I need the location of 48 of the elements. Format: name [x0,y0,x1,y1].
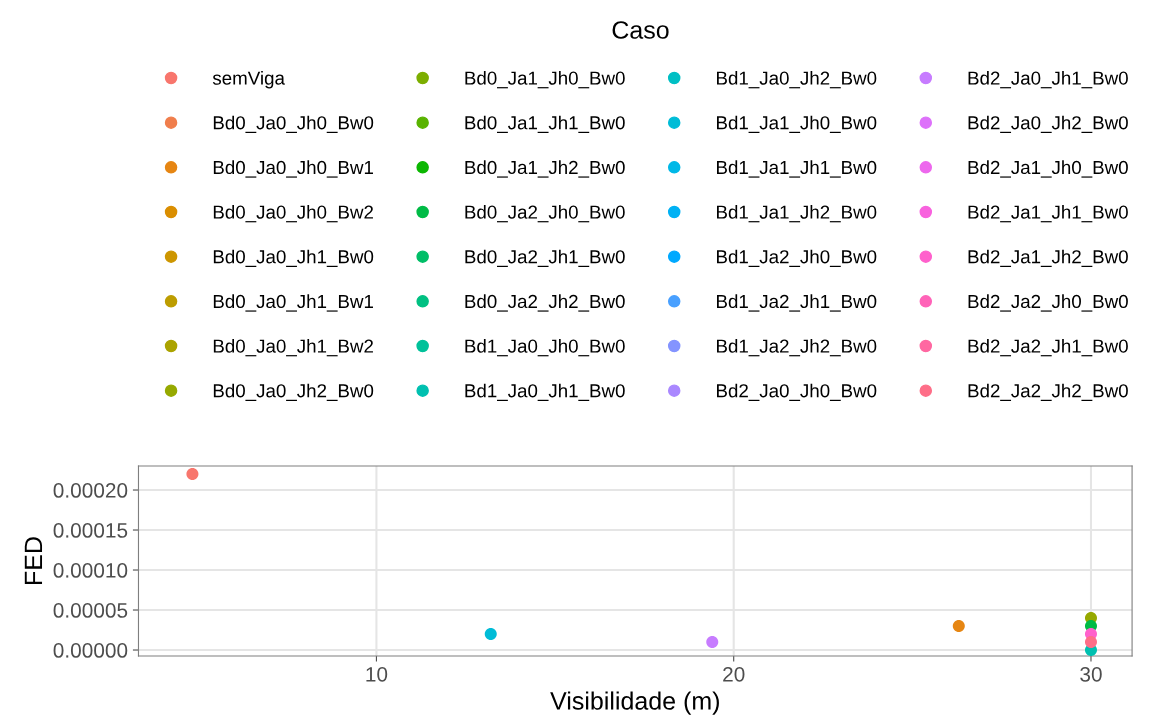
legend-label: Bd0_Ja0_Jh0_Bw0 [213,115,374,133]
legend-label: Bd1_Ja2_Jh0_Bw0 [717,249,877,267]
legend-label: Bd2_Ja1_Jh2_Bw0 [968,249,1128,267]
legend-label: Bd1_Ja2_Jh1_Bw0 [717,294,877,312]
legend-label: Bd2_Ja1_Jh0_Bw0 [968,160,1128,178]
legend-label: Bd1_Ja1_Jh0_Bw0 [717,115,877,133]
legend-label: Bd0_Ja2_Jh0_Bw0 [465,205,625,223]
legend-label: Bd2_Ja2_Jh0_Bw0 [968,294,1128,312]
point [186,468,199,481]
legend-label: Bd0_Ja0_Jh0_Bw2 [213,205,373,223]
legend-label: semViga [212,71,285,89]
point [484,628,497,641]
legend-label: Bd2_Ja1_Jh1_Bw0 [968,205,1128,223]
legend-title: Caso [612,21,669,39]
y-tick-label: 0.00020 [53,483,128,498]
point [952,620,965,633]
legend-label: Bd2_Ja0_Jh0_Bw0 [717,383,877,401]
x-axis-title: Visibilidade (m) [550,691,719,715]
y-tick-label: 0.00005 [53,603,128,618]
y-tick-label: 0.00015 [53,523,128,538]
legend-label: Bd1_Ja0_Jh2_Bw0 [717,71,877,89]
legend-label: Bd1_Ja2_Jh2_Bw0 [717,338,877,357]
legend-label: Bd1_Ja1_Jh1_Bw0 [717,160,877,178]
legend-label: Bd0_Ja0_Jh2_Bw0 [213,383,374,401]
legend-label: Bd0_Ja2_Jh2_Bw0 [465,294,625,312]
legend-label: Bd0_Ja1_Jh0_Bw0 [465,71,625,89]
legend-label: Bd2_Ja0_Jh2_Bw0 [968,115,1128,133]
legend-label: Bd0_Ja0_Jh1_Bw1 [213,294,373,312]
legend-label: Bd1_Ja1_Jh2_Bw0 [717,205,877,223]
point [1084,636,1097,649]
legend-label: Bd2_Ja0_Jh1_Bw0 [968,71,1128,89]
legend-label: Bd2_Ja2_Jh2_Bw0 [968,383,1128,401]
point [706,636,719,649]
legend-label: Bd1_Ja0_Jh1_Bw0 [465,383,625,401]
legend-label: Bd0_Ja0_Jh0_Bw1 [213,160,373,178]
x-tick-label: 10 [366,666,388,682]
legend-label: Bd1_Ja0_Jh0_Bw0 [465,338,625,357]
legend-label: Bd0_Ja0_Jh1_Bw2 [213,338,373,357]
x-tick-label: 20 [723,666,745,682]
x-tick-label: 30 [1080,666,1102,682]
y-tick-label: 0.00000 [53,643,128,658]
legend-label: Bd0_Ja0_Jh1_Bw0 [213,249,374,267]
legend-label: Bd2_Ja2_Jh1_Bw0 [968,338,1128,357]
y-axis-title: FED [24,537,43,584]
legend-label: Bd0_Ja1_Jh1_Bw0 [465,115,625,133]
legend-label: Bd0_Ja1_Jh2_Bw0 [465,160,625,178]
legend-label: Bd0_Ja2_Jh1_Bw0 [465,249,625,267]
y-tick-label: 0.00010 [53,563,128,578]
